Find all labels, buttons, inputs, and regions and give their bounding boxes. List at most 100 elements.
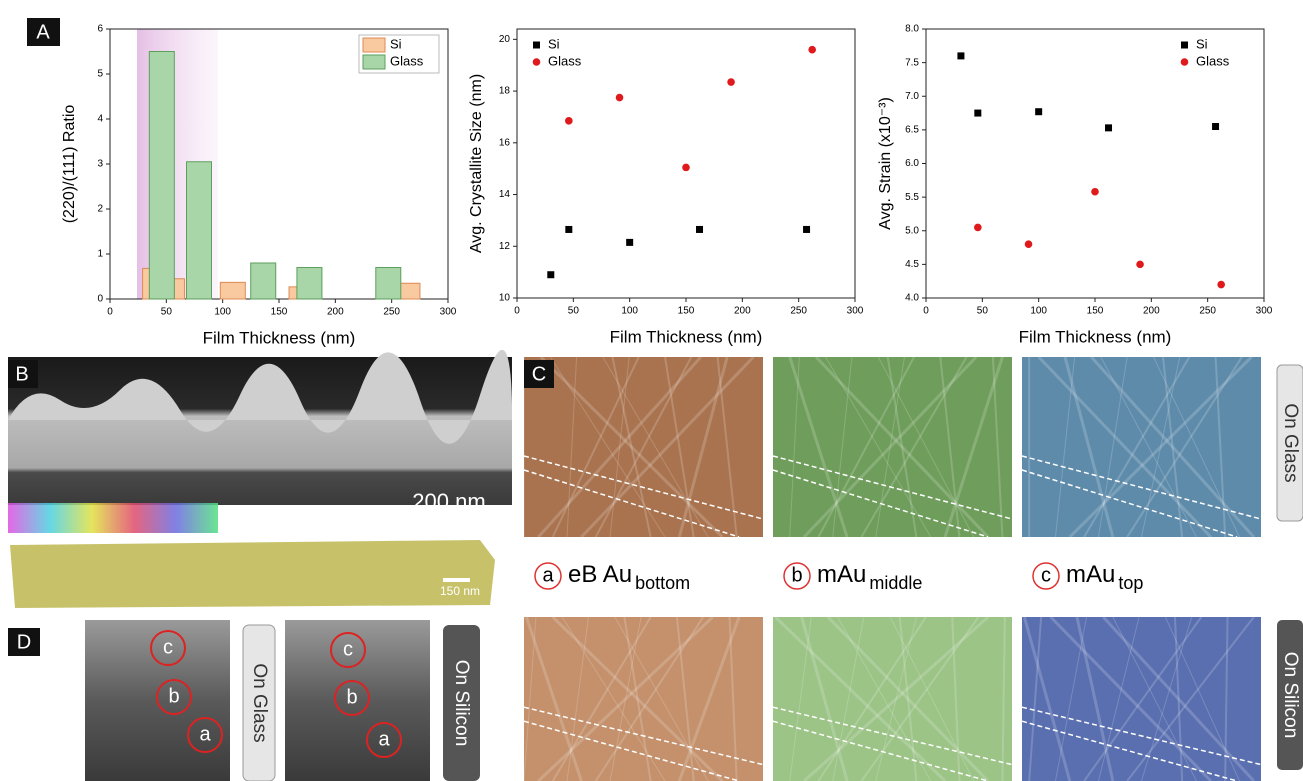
3d-reconstruction	[10, 540, 495, 608]
scale-label: 150 nm	[440, 584, 480, 598]
point	[682, 164, 690, 172]
marker-label: a	[378, 728, 390, 750]
point	[1025, 240, 1033, 248]
y-tick-label: 12	[499, 241, 511, 252]
point	[808, 46, 816, 54]
legend-label: Glass	[548, 53, 582, 68]
point	[696, 226, 703, 233]
bar	[187, 162, 212, 299]
point	[974, 110, 981, 117]
y-tick-label: 7.0	[905, 91, 919, 102]
plot-frame	[926, 29, 1264, 298]
caption-text: mAu	[1066, 561, 1115, 588]
x-axis-label: Film Thickness (nm)	[203, 328, 356, 347]
point	[803, 226, 810, 233]
x-axis-label: Film Thickness (nm)	[1019, 327, 1172, 346]
point	[1212, 123, 1219, 130]
y-tick-label: 0	[97, 294, 103, 305]
x-tick-label: 100	[621, 306, 638, 317]
x-tick-label: 300	[847, 306, 864, 317]
y-tick-label: 6	[97, 24, 103, 35]
ebsd-strip	[8, 503, 218, 533]
bar	[297, 268, 322, 300]
point	[1035, 108, 1042, 115]
bar	[251, 263, 276, 299]
x-axis-label: Film Thickness (nm)	[610, 327, 763, 346]
y-tick-label: 16	[499, 137, 511, 148]
y-tick-label: 7.5	[905, 57, 919, 68]
y-tick-label: 14	[499, 189, 511, 200]
caption-subscript: middle	[869, 573, 922, 593]
legend-marker	[533, 58, 541, 66]
panel-label: B	[15, 363, 28, 385]
y-tick-label: 6.5	[905, 125, 919, 136]
point	[616, 94, 624, 102]
legend-marker	[1181, 42, 1188, 49]
x-tick-label: 50	[161, 307, 173, 318]
caption-marker: c	[1041, 564, 1051, 586]
y-tick-label: 4	[97, 114, 103, 125]
y-tick-label: 4.0	[905, 293, 919, 304]
caption-subscript: bottom	[635, 573, 690, 593]
y-tick-label: 5	[97, 69, 103, 80]
caption-subscript: top	[1118, 573, 1143, 593]
legend-label: Si	[548, 36, 560, 51]
legend-label: Si	[390, 36, 402, 51]
caption-text: eB Au	[568, 561, 632, 588]
point	[1136, 261, 1144, 269]
x-tick-label: 200	[1143, 306, 1160, 317]
legend-label: Glass	[390, 53, 424, 68]
y-tick-label: 6.0	[905, 158, 919, 169]
point	[1105, 124, 1112, 131]
x-tick-label: 300	[1256, 306, 1273, 317]
bar	[220, 282, 245, 299]
x-tick-label: 150	[271, 307, 288, 318]
y-axis-label: Avg. Crystallite Size (nm)	[468, 74, 485, 253]
marker-label: c	[343, 638, 353, 660]
marker-label: c	[163, 636, 173, 658]
figure: 0123456050100150200250300Film Thickness …	[0, 0, 1303, 781]
y-tick-label: 10	[499, 293, 511, 304]
x-tick-label: 100	[214, 307, 231, 318]
legend-label: Si	[1196, 36, 1208, 51]
y-tick-label: 18	[499, 86, 511, 97]
point	[565, 226, 572, 233]
x-tick-label: 0	[107, 307, 113, 318]
y-tick-label: 20	[499, 34, 511, 45]
panel-label: C	[532, 363, 546, 385]
legend-swatch	[363, 55, 385, 69]
y-tick-label: 4.5	[905, 259, 919, 270]
y-axis-label: (220)/(111) Ratio	[61, 105, 78, 224]
y-axis-label: Avg. Strain (x10⁻³)	[877, 97, 894, 230]
x-tick-label: 150	[678, 306, 695, 317]
x-tick-label: 200	[734, 306, 751, 317]
x-tick-label: 300	[440, 307, 457, 318]
y-tick-label: 5.0	[905, 225, 919, 236]
point	[957, 52, 964, 59]
y-tick-label: 1	[97, 249, 103, 260]
captions: aeB AubottombmAumiddlecmAutop	[535, 561, 1143, 592]
x-tick-label: 100	[1030, 306, 1047, 317]
x-tick-label: 50	[977, 306, 989, 317]
x-tick-label: 50	[568, 306, 580, 317]
point	[565, 117, 573, 125]
side-label: On Glass	[249, 663, 270, 742]
caption-text: mAu	[817, 561, 866, 588]
caption: eB Aubottom	[568, 561, 690, 592]
legend-label: Glass	[1196, 53, 1230, 68]
x-tick-label: 0	[514, 306, 520, 317]
bar	[376, 268, 401, 300]
bar	[149, 52, 174, 300]
point	[1091, 188, 1099, 196]
x-tick-label: 0	[923, 306, 929, 317]
y-tick-label: 5.5	[905, 192, 919, 203]
plot-frame	[517, 29, 855, 298]
scale-label: 200 nm	[412, 489, 485, 514]
x-tick-label: 200	[327, 307, 344, 318]
legend-marker	[533, 42, 540, 49]
point	[1217, 281, 1225, 289]
marker-label: a	[199, 723, 211, 745]
caption-marker: b	[791, 564, 802, 586]
point	[727, 78, 735, 86]
